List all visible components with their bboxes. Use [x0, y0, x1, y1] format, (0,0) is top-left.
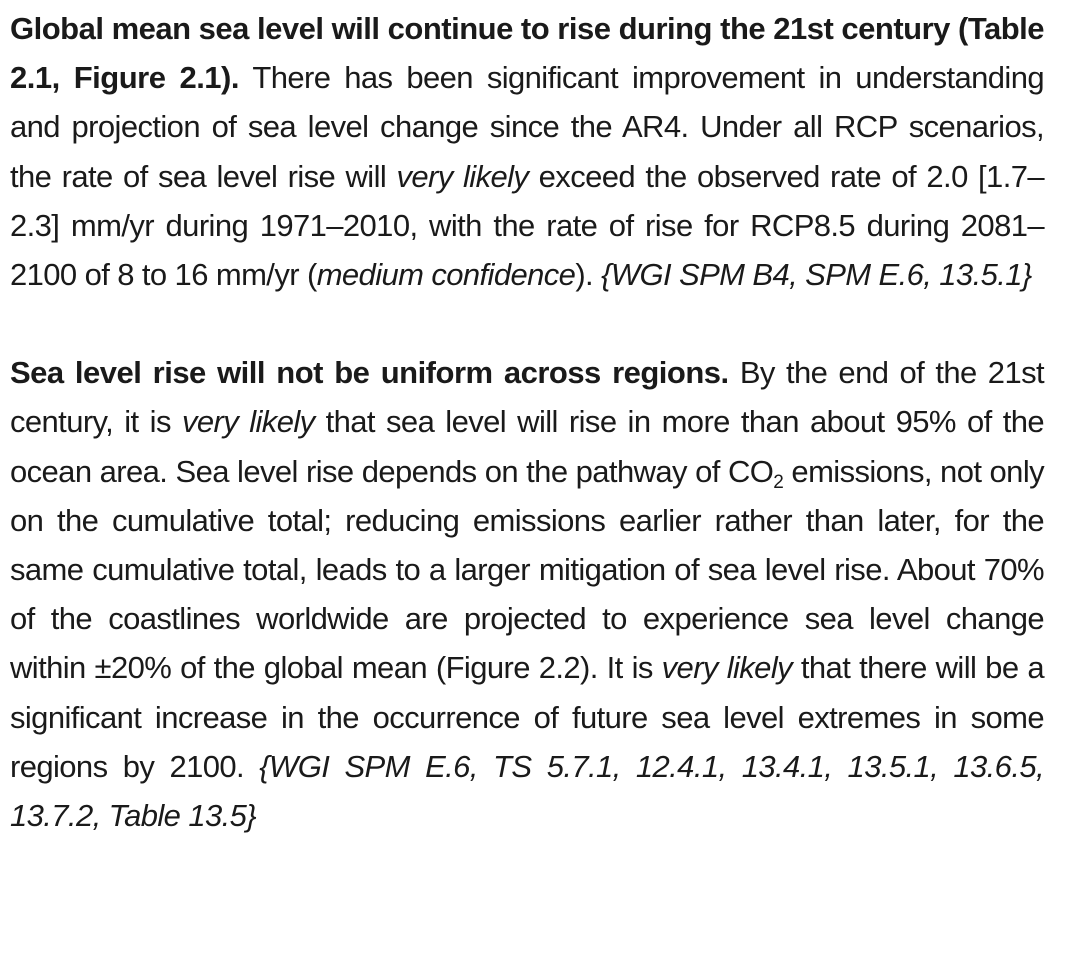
subscript-text: 2 [773, 471, 784, 493]
paragraph-text: that there will be a significant increas… [10, 650, 1045, 784]
paragraph-global-mean-sea-level: Global mean sea level will continue to r… [10, 0, 1045, 299]
emphasis-text: very likely [181, 404, 315, 440]
reference-citation: {WGI SPM B4, SPM E.6, 13.5.1} [601, 257, 1032, 293]
paragraph-lead: Global mean sea level will continue to r… [10, 11, 1045, 96]
paragraph-text: ). [575, 257, 602, 293]
paragraph-text: There has been significant improvement i… [10, 60, 1045, 194]
reference-citation: {WGI SPM E.6, TS 5.7.1, 12.4.1, 13.4.1, … [10, 748, 1045, 834]
emphasis-text: medium confidence [316, 257, 576, 293]
paragraph-lead: Sea level rise will not be uniform acros… [10, 355, 729, 391]
paragraph-text: emissions, not only on the cumulative to… [10, 453, 1045, 686]
paragraph-text: exceed the observed rate of 2.0 [1.7–2.3… [10, 158, 1045, 293]
emphasis-text: very likely [661, 650, 793, 686]
document-body: Global mean sea level will continue to r… [10, 0, 1045, 840]
paragraph-regional-sea-level: Sea level rise will not be uniform acros… [10, 348, 1045, 840]
paragraph-text: that sea level will rise in more than ab… [10, 404, 1045, 489]
emphasis-text: very likely [396, 158, 529, 194]
paragraph-text: By the end of the 21st century, it is [10, 355, 1045, 440]
